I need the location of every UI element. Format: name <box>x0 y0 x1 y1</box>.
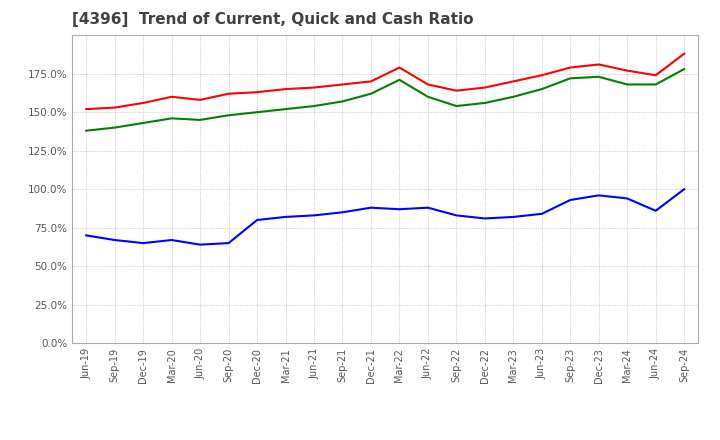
Cash Ratio <box>196 242 204 247</box>
Line: Quick Ratio: Quick Ratio <box>86 69 684 131</box>
Quick Ratio <box>537 86 546 92</box>
Cash Ratio <box>566 197 575 202</box>
Cash Ratio <box>595 193 603 198</box>
Cash Ratio <box>110 238 119 243</box>
Quick Ratio <box>509 94 518 99</box>
Cash Ratio <box>82 233 91 238</box>
Quick Ratio <box>452 103 461 109</box>
Quick Ratio <box>167 116 176 121</box>
Cash Ratio <box>167 238 176 243</box>
Cash Ratio <box>310 213 318 218</box>
Quick Ratio <box>253 110 261 115</box>
Quick Ratio <box>338 99 347 104</box>
Current Ratio <box>652 73 660 78</box>
Line: Cash Ratio: Cash Ratio <box>86 189 684 245</box>
Cash Ratio <box>395 206 404 212</box>
Cash Ratio <box>480 216 489 221</box>
Current Ratio <box>395 65 404 70</box>
Cash Ratio <box>509 214 518 220</box>
Quick Ratio <box>196 117 204 122</box>
Quick Ratio <box>82 128 91 133</box>
Current Ratio <box>338 82 347 87</box>
Quick Ratio <box>139 120 148 126</box>
Quick Ratio <box>566 76 575 81</box>
Quick Ratio <box>225 113 233 118</box>
Quick Ratio <box>680 66 688 72</box>
Quick Ratio <box>282 106 290 112</box>
Quick Ratio <box>480 100 489 106</box>
Quick Ratio <box>652 82 660 87</box>
Cash Ratio <box>282 214 290 220</box>
Current Ratio <box>480 85 489 90</box>
Cash Ratio <box>452 213 461 218</box>
Current Ratio <box>282 86 290 92</box>
Cash Ratio <box>652 208 660 213</box>
Current Ratio <box>196 97 204 103</box>
Quick Ratio <box>366 91 375 96</box>
Cash Ratio <box>537 211 546 216</box>
Quick Ratio <box>623 82 631 87</box>
Cash Ratio <box>680 187 688 192</box>
Current Ratio <box>366 79 375 84</box>
Quick Ratio <box>423 94 432 99</box>
Current Ratio <box>225 91 233 96</box>
Quick Ratio <box>395 77 404 83</box>
Quick Ratio <box>595 74 603 79</box>
Current Ratio <box>566 65 575 70</box>
Cash Ratio <box>366 205 375 210</box>
Current Ratio <box>680 51 688 56</box>
Cash Ratio <box>139 240 148 246</box>
Text: [4396]  Trend of Current, Quick and Cash Ratio: [4396] Trend of Current, Quick and Cash … <box>72 12 474 27</box>
Current Ratio <box>452 88 461 93</box>
Cash Ratio <box>423 205 432 210</box>
Current Ratio <box>167 94 176 99</box>
Current Ratio <box>82 106 91 112</box>
Current Ratio <box>139 100 148 106</box>
Current Ratio <box>537 73 546 78</box>
Current Ratio <box>253 89 261 95</box>
Quick Ratio <box>110 125 119 130</box>
Cash Ratio <box>253 217 261 223</box>
Current Ratio <box>595 62 603 67</box>
Line: Current Ratio: Current Ratio <box>86 54 684 109</box>
Current Ratio <box>110 105 119 110</box>
Cash Ratio <box>338 209 347 215</box>
Current Ratio <box>623 68 631 73</box>
Current Ratio <box>423 82 432 87</box>
Cash Ratio <box>623 196 631 201</box>
Quick Ratio <box>310 103 318 109</box>
Cash Ratio <box>225 240 233 246</box>
Current Ratio <box>509 79 518 84</box>
Current Ratio <box>310 85 318 90</box>
